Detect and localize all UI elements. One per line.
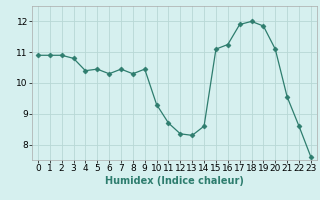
X-axis label: Humidex (Indice chaleur): Humidex (Indice chaleur) [105,176,244,186]
